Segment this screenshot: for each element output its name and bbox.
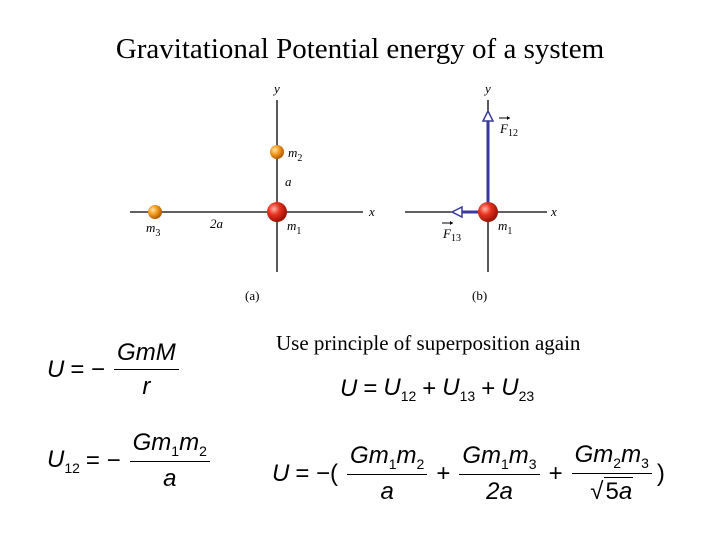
figure-b: y x F12 F13 m1 (b) (405, 81, 557, 303)
equation-superposition: U = U12 + U13 + U23 (340, 374, 535, 404)
figure-a-x-label: x (368, 204, 375, 219)
mass-m3 (148, 205, 162, 219)
eq1-numerator: GmM (114, 339, 179, 370)
eq1-lhs: U (47, 356, 65, 383)
eq1-fraction: GmM r (114, 339, 179, 401)
vector-tip-f13 (450, 221, 453, 225)
eq4-lhs: U (272, 459, 290, 487)
force-f12-arrowhead (481, 109, 495, 122)
label-a: a (285, 174, 292, 189)
equation-potential-energy: U = − GmM r (47, 339, 182, 401)
label-m3: m3 (146, 220, 160, 239)
eq2-numerator: Gm1m2 (129, 429, 210, 462)
eq4-fraction-23: Gm2m3 √5a (571, 441, 652, 506)
mass-m1-b (478, 202, 498, 222)
equation-total-energy: U = −( Gm1m2 a + Gm1m3 2a + Gm2m3 √5a ) (272, 441, 665, 506)
eq3-term-u12: U12 (383, 374, 417, 404)
diagram-figures: y x m2 a 2a m3 m1 (a) y x F12 F13 m1 (b) (130, 81, 557, 303)
figure-a-y-label: y (272, 81, 280, 96)
force-f13-arrowhead (450, 205, 463, 219)
eq4-fraction-12: Gm1m2 a (347, 442, 428, 506)
label-2a: 2a (210, 216, 224, 231)
label-m2: m2 (288, 145, 302, 164)
label-m1: m1 (287, 218, 301, 237)
figure-b-x-label: x (550, 204, 557, 219)
vector-tip-f12 (507, 116, 510, 120)
eq2-lhs: U12 (47, 446, 80, 476)
eq3-term-u13: U13 (442, 374, 476, 404)
eq3-lhs: U (340, 375, 358, 402)
eq3-term-u23: U23 (501, 374, 535, 404)
eq4-fraction-13: Gm1m3 2a (459, 442, 540, 506)
equation-u12: U12 = − Gm1m2 a (47, 429, 213, 493)
eq2-denominator: a (163, 465, 177, 492)
figure-b-y-label: y (483, 81, 491, 96)
mass-m1 (267, 202, 287, 222)
eq1-denominator: r (142, 373, 151, 400)
figure-b-caption: (b) (472, 288, 487, 303)
label-f13: F13 (442, 226, 461, 244)
label-f12: F12 (499, 121, 518, 139)
figure-a: y x m2 a 2a m3 m1 (a) (130, 81, 375, 303)
label-m1-b: m1 (498, 218, 512, 237)
slide-title: Gravitational Potential energy of a syst… (115, 33, 605, 65)
eq2-fraction: Gm1m2 a (129, 429, 210, 493)
figure-a-caption: (a) (245, 288, 259, 303)
mass-m2 (270, 145, 284, 159)
superposition-note: Use principle of superposition again (276, 331, 581, 355)
